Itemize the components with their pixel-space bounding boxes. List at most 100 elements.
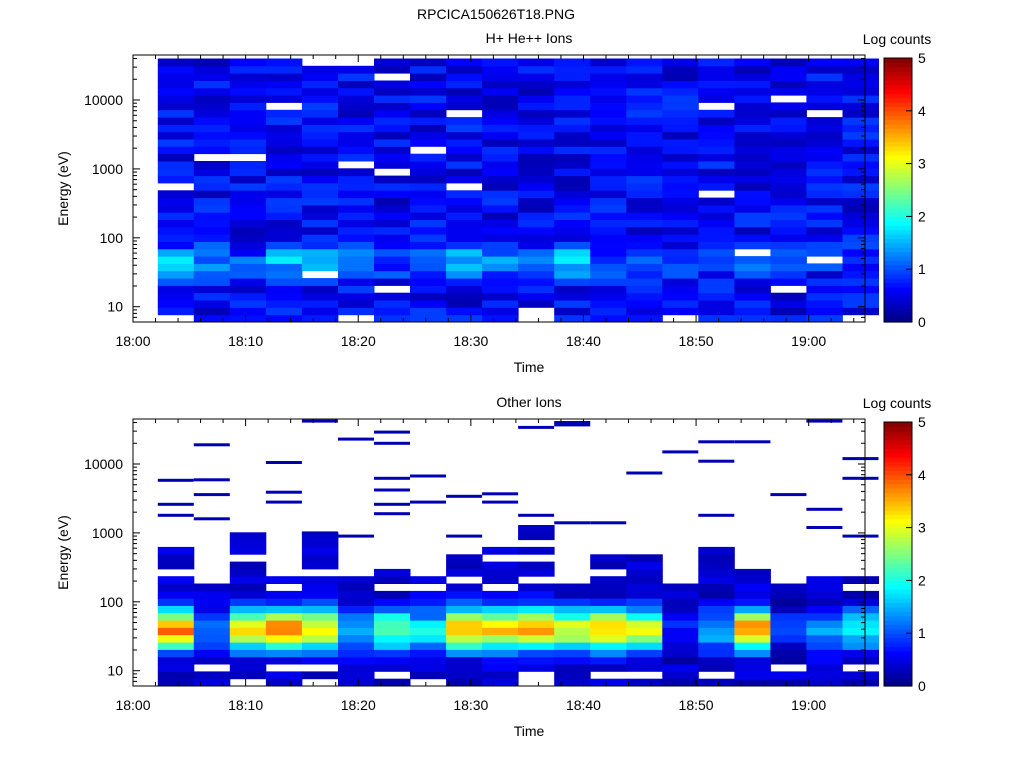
x-tick-label: 18:10: [228, 697, 263, 713]
heatmap-cell: [734, 612, 771, 621]
heatmap-cell: [590, 307, 627, 316]
heatmap-cell: [806, 664, 843, 672]
heatmap-cell: [806, 241, 843, 250]
heatmap-cell: [374, 226, 411, 235]
heatmap-cell: [338, 678, 375, 687]
heatmap-cell: [193, 598, 231, 606]
heatmap-cell: [770, 204, 807, 213]
heatmap-cell: [446, 95, 483, 103]
heatmap-cell: [698, 300, 735, 308]
heatmap-cell: [410, 168, 447, 177]
heatmap-cell: [842, 161, 879, 169]
heatmap-cell: [842, 576, 879, 584]
heatmap-cell: [301, 590, 339, 599]
colorbar-segment: [884, 176, 912, 182]
colorbar-segment: [884, 549, 912, 555]
heatmap-cell: [770, 212, 807, 220]
heatmap-cell: [518, 605, 555, 614]
heatmap-cell: [806, 131, 843, 140]
heatmap-cell: [410, 278, 447, 286]
heatmap-cell: [338, 583, 375, 592]
heatmap-cell: [193, 649, 231, 658]
heatmap-cell: [482, 292, 519, 301]
heatmap-cell: [157, 263, 195, 272]
heatmap-streak: [842, 476, 879, 480]
heatmap-cell: [482, 605, 519, 614]
heatmap-cell: [338, 234, 375, 242]
heatmap-cell: [590, 561, 627, 570]
heatmap-cell: [410, 197, 447, 206]
colorbar-segment: [884, 642, 912, 647]
colorbar-segment: [884, 102, 912, 107]
heatmap-cell: [554, 241, 591, 250]
heatmap-cell: [626, 270, 663, 279]
heatmap-cell: [374, 219, 411, 228]
colorbar-segment: [884, 646, 912, 652]
heatmap-cell: [157, 634, 195, 643]
panel-other-ions: 18:00 18:10 18:20 18:30 18:40 18:50 19:0010100…: [55, 394, 931, 739]
heatmap-cell: [374, 139, 411, 147]
heatmap-cell: [590, 248, 627, 257]
heatmap-cell: [518, 87, 555, 96]
heatmap-cell: [734, 146, 771, 155]
heatmap-cell: [806, 307, 843, 316]
heatmap-cell: [734, 182, 771, 191]
heatmap-cell: [842, 139, 879, 147]
heatmap-cell: [770, 219, 807, 228]
heatmap-cell: [842, 634, 879, 643]
heatmap-cell: [374, 87, 411, 96]
heatmap-cell: [662, 73, 699, 81]
heatmap-cell: [193, 656, 231, 665]
x-tick-label: 18:30: [453, 697, 488, 713]
heatmap-cell: [806, 117, 843, 125]
colorbar-segment: [884, 567, 912, 573]
heatmap-cell: [301, 605, 339, 614]
heatmap-cell: [770, 234, 807, 242]
heatmap-cell: [770, 161, 807, 169]
heatmap-cell: [734, 292, 771, 301]
heatmap-cell: [374, 102, 411, 111]
heatmap-cell: [157, 292, 195, 301]
heatmap-cell: [590, 263, 627, 272]
heatmap-cell: [229, 131, 267, 140]
colorbar-segment: [884, 598, 912, 603]
heatmap-cell: [662, 620, 699, 628]
heatmap-cell: [446, 590, 483, 599]
heatmap-cell: [482, 182, 519, 191]
heatmap-cell: [626, 168, 663, 177]
heatmap-cell: [518, 256, 555, 264]
heatmap-cell: [662, 263, 699, 272]
heatmap-cell: [554, 161, 591, 169]
colorbar-tick-label: 5: [918, 50, 926, 66]
colorbar-tick-label: 2: [918, 572, 926, 588]
heatmap-cell: [157, 219, 195, 228]
heatmap-cell: [482, 153, 519, 162]
heatmap-cell: [374, 314, 411, 323]
heatmap-cell: [806, 263, 843, 272]
heatmap-cell: [842, 190, 879, 199]
colorbar-segment: [884, 137, 912, 143]
heatmap-cell: [842, 671, 879, 680]
heatmap-cell: [842, 109, 879, 118]
heatmap-cell: [770, 168, 807, 177]
x-tick-label: 18:20: [341, 333, 376, 349]
heatmap-cell: [410, 620, 447, 628]
heatmap-cell: [265, 256, 303, 264]
heatmap-cell: [626, 219, 663, 228]
heatmap-cell: [301, 627, 339, 636]
heatmap-cell: [157, 153, 195, 162]
heatmap-cell: [734, 87, 771, 96]
heatmap-cell: [806, 226, 843, 235]
heatmap-cell: [518, 598, 555, 606]
heatmap-cell: [338, 576, 375, 584]
heatmap-cell: [157, 671, 195, 680]
heatmap-cell: [698, 124, 735, 133]
heatmap-cell: [770, 80, 807, 89]
heatmap-cell: [193, 124, 231, 133]
colorbar-segment: [884, 554, 912, 559]
heatmap-cell: [554, 109, 591, 118]
heatmap-cell: [265, 605, 303, 614]
heatmap-cell: [626, 95, 663, 103]
heatmap-cell: [626, 190, 663, 199]
heatmap-cell: [806, 314, 843, 323]
